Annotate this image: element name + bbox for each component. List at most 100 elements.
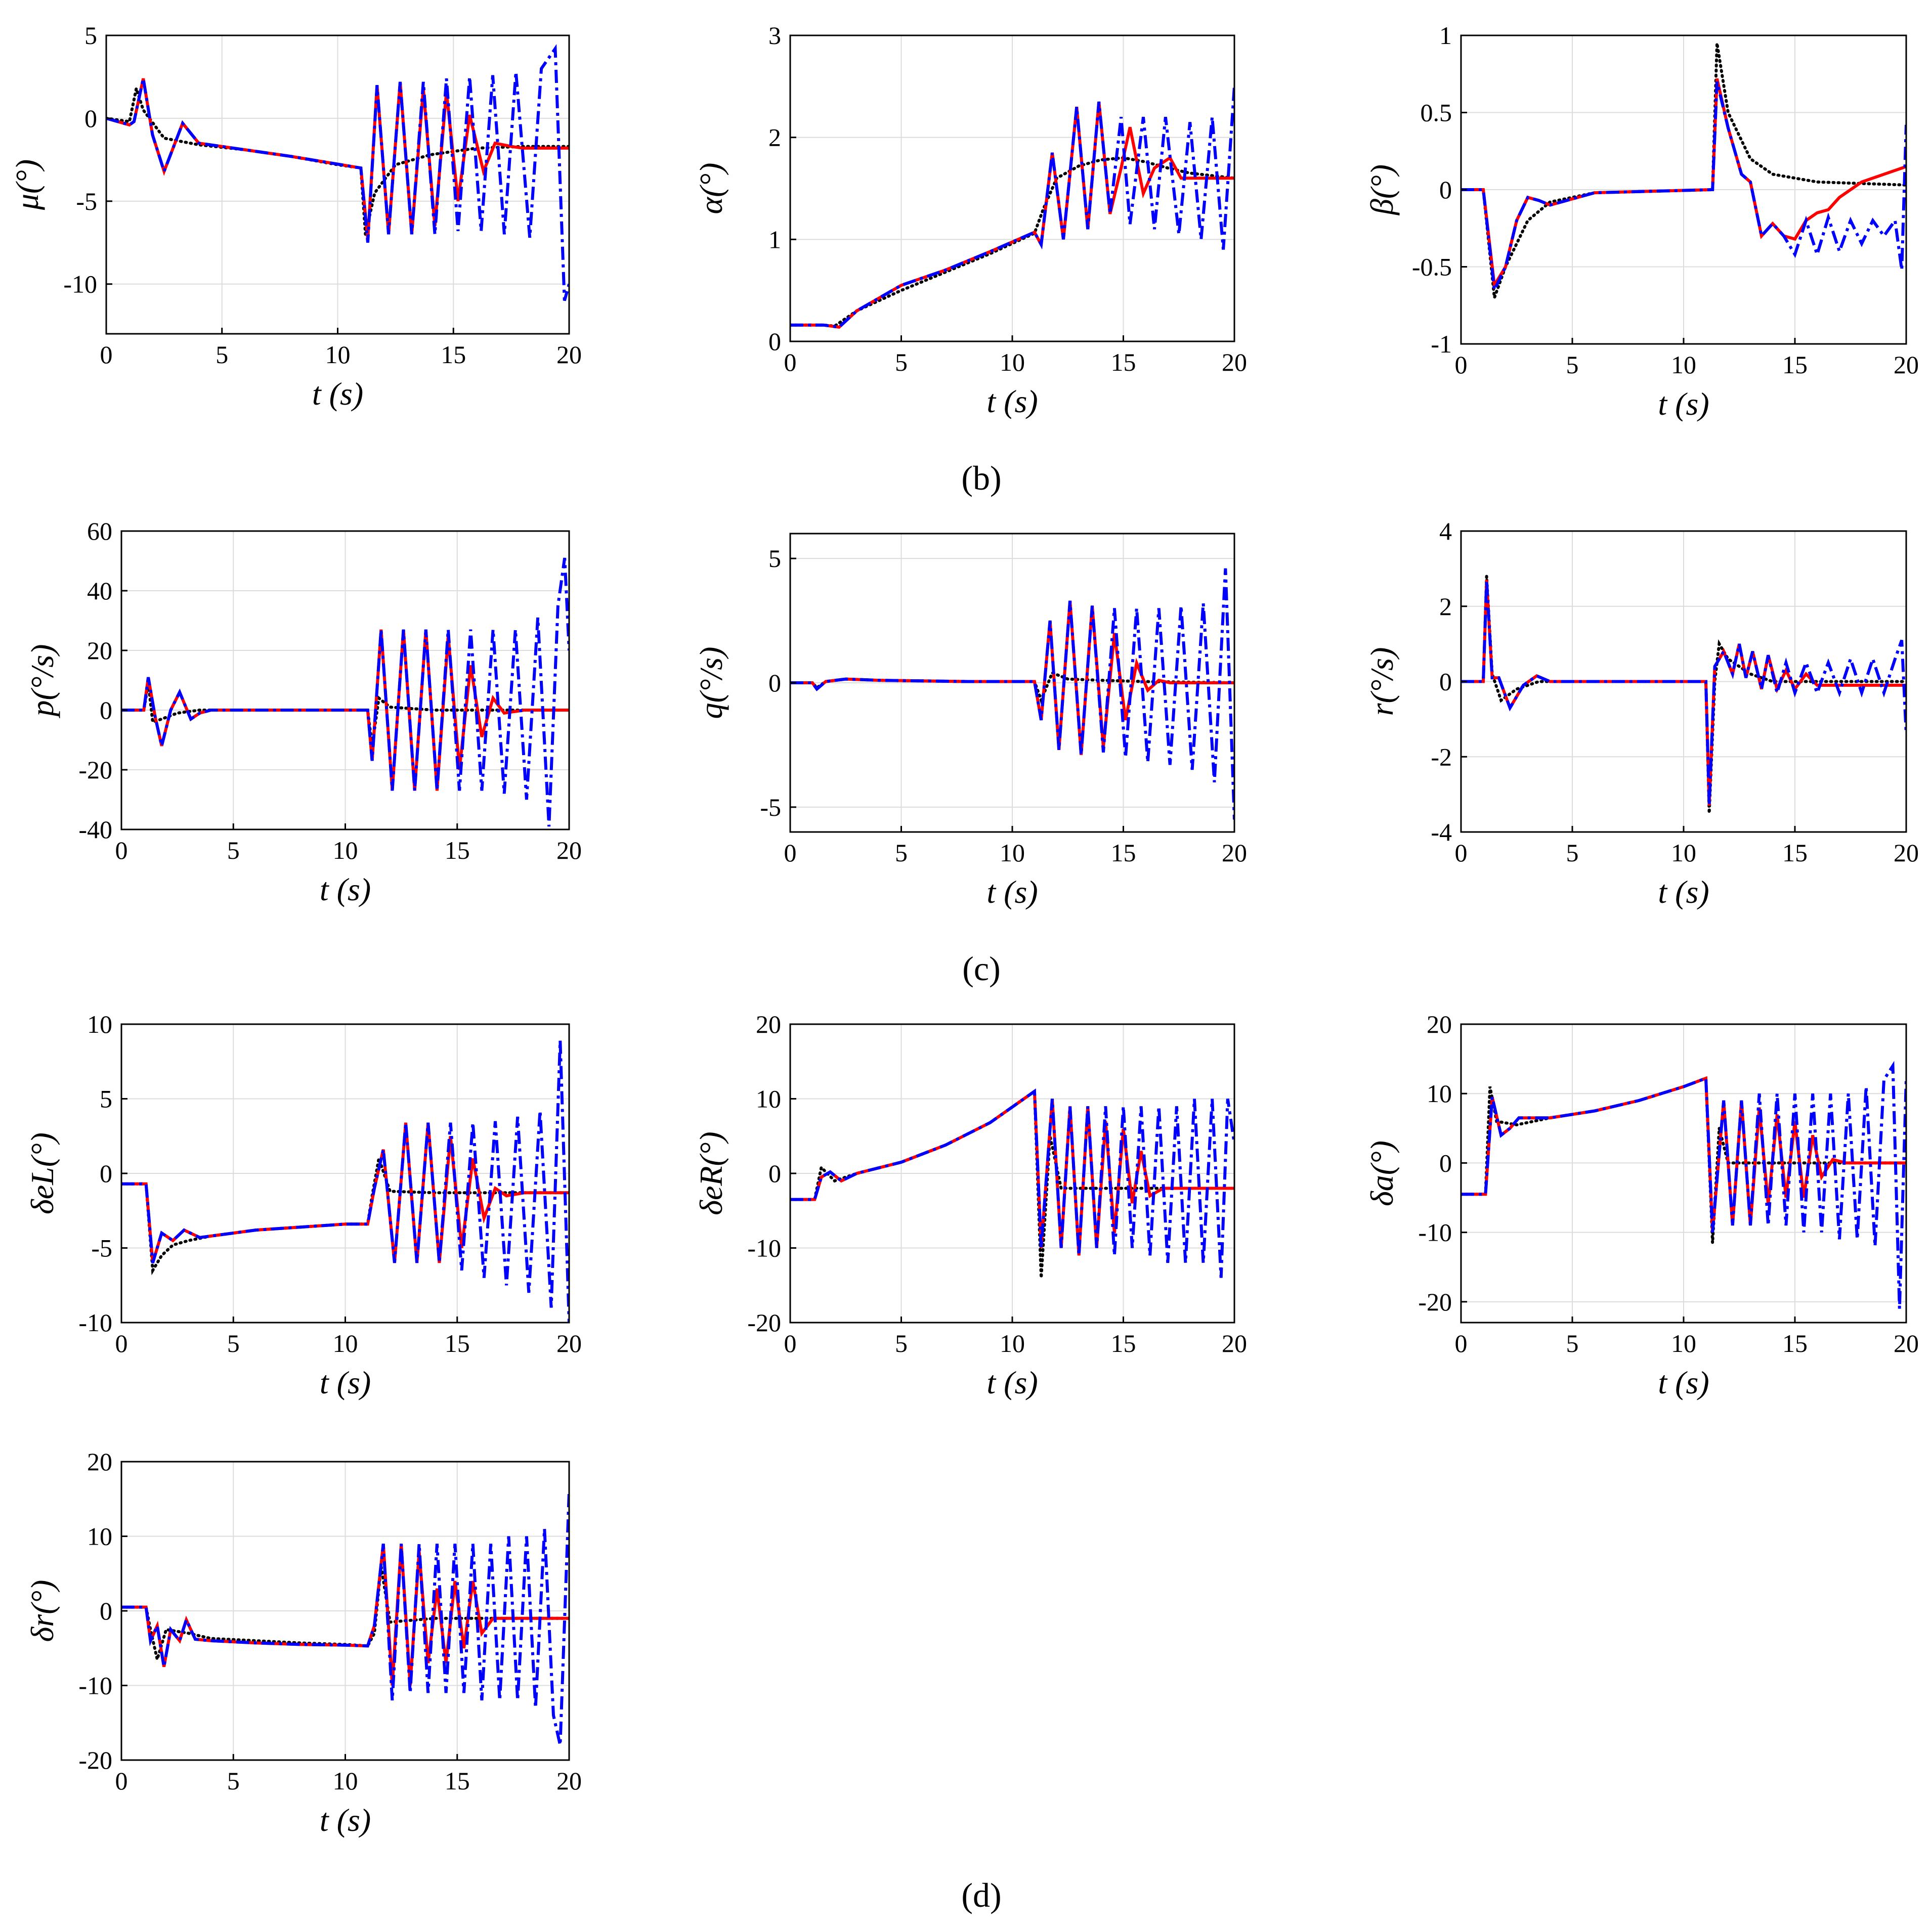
- y-tick-label: 1: [1439, 21, 1452, 50]
- x-axis-label: t (s): [320, 1365, 371, 1400]
- y-tick-label: 0: [84, 104, 97, 133]
- x-tick-label: 10: [1671, 350, 1696, 379]
- y-axis-label: q(°/s): [693, 647, 729, 719]
- y-tick-label: 0: [1439, 668, 1452, 696]
- x-tick-label: 20: [1222, 1329, 1247, 1357]
- x-tick-label: 15: [445, 1767, 470, 1795]
- y-tick-label: -20: [1418, 1288, 1452, 1316]
- y-tick-label: 20: [87, 636, 112, 665]
- x-tick-label: 10: [1671, 1329, 1696, 1357]
- x-tick-label: 20: [556, 1329, 582, 1357]
- series-line-comparison: [790, 1088, 1234, 1278]
- x-tick-label: 15: [1111, 1329, 1136, 1357]
- x-axis-label: t (s): [312, 376, 363, 412]
- x-axis-label: t (s): [986, 874, 1038, 910]
- y-tick-label: 60: [87, 517, 112, 545]
- series-line-comparison: [1461, 580, 1906, 806]
- y-tick-label: -40: [78, 815, 112, 844]
- x-tick-label: 15: [1782, 1329, 1808, 1357]
- y-tick-label: 4: [1439, 517, 1452, 545]
- y-tick-label: -10: [747, 1234, 781, 1262]
- y-tick-label: -5: [760, 793, 781, 821]
- x-tick-label: 0: [115, 836, 128, 864]
- x-tick-label: 0: [784, 348, 797, 376]
- x-axis-label: t (s): [986, 383, 1038, 419]
- x-tick-label: 10: [1671, 839, 1696, 867]
- subplot-mu: 0 5 10 15 20 5 0 -5 -10 t (s) μ(°): [9, 21, 582, 412]
- y-tick-label: 0: [768, 669, 781, 697]
- x-tick-label: 20: [1894, 1329, 1919, 1357]
- x-tick-label: 20: [556, 340, 582, 369]
- x-tick-label: 5: [1566, 350, 1579, 379]
- y-tick-label: -5: [91, 1234, 112, 1262]
- x-tick-label: 10: [333, 1767, 358, 1795]
- y-tick-label: 0: [768, 327, 781, 356]
- y-tick-label: 2: [768, 123, 781, 152]
- x-axis-label: t (s): [320, 1802, 371, 1838]
- y-tick-label: 0: [100, 1597, 112, 1625]
- x-tick-label: 5: [227, 1767, 240, 1795]
- subplot-delta_r: 0 5 10 15 20 20 10 0 -10 -20 t (s) δr(°): [24, 1448, 582, 1838]
- x-axis-label: t (s): [1658, 1365, 1709, 1400]
- x-tick-label: 15: [1782, 839, 1808, 867]
- x-tick-label: 10: [1000, 1329, 1025, 1357]
- panel-label-c: (c): [962, 949, 1000, 988]
- y-tick-label: -10: [78, 1672, 112, 1700]
- x-tick-label: 5: [895, 839, 908, 867]
- y-tick-label: 0: [100, 1159, 112, 1188]
- x-tick-label: 5: [227, 1329, 240, 1357]
- series-line-comparison: [121, 557, 569, 827]
- y-tick-label: 10: [87, 1522, 112, 1551]
- y-tick-label: 20: [1427, 1010, 1452, 1038]
- series-line-reference: [1461, 42, 1906, 298]
- y-tick-label: 10: [1427, 1079, 1452, 1108]
- y-tick-label: 20: [756, 1010, 781, 1038]
- y-tick-label: 10: [87, 1010, 112, 1038]
- y-tick-label: 20: [87, 1448, 112, 1476]
- series-line-comparison: [106, 44, 569, 301]
- x-tick-label: 10: [1000, 348, 1025, 376]
- y-axis-label: β(°): [1364, 164, 1400, 216]
- series-line-comparison: [1461, 1061, 1906, 1309]
- x-tick-label: 5: [895, 1329, 908, 1357]
- y-tick-label: 0: [1439, 1149, 1452, 1177]
- x-axis-label: t (s): [320, 871, 371, 907]
- x-tick-label: 20: [556, 836, 582, 864]
- x-tick-label: 5: [1566, 839, 1579, 867]
- y-tick-label: 5: [84, 21, 97, 50]
- x-tick-label: 15: [1111, 839, 1136, 867]
- y-axis-label: μ(°): [9, 159, 45, 210]
- y-tick-label: 3: [768, 21, 781, 50]
- y-tick-label: 1: [768, 225, 781, 253]
- subplot-delta_eR: 0 5 10 15 20 20 10 0 -10 -20 t (s) δeR(°): [693, 1010, 1247, 1400]
- x-tick-label: 0: [100, 340, 113, 369]
- x-tick-label: 15: [441, 340, 466, 369]
- y-axis-label: δa(°): [1364, 1141, 1400, 1206]
- x-tick-label: 15: [1782, 350, 1808, 379]
- x-tick-label: 10: [333, 1329, 358, 1357]
- x-tick-label: 20: [1894, 350, 1919, 379]
- x-tick-label: 20: [556, 1767, 582, 1795]
- x-tick-label: 10: [1000, 839, 1025, 867]
- x-axis-label: t (s): [1658, 874, 1709, 910]
- x-tick-label: 0: [115, 1329, 128, 1357]
- subplot-delta_a: 0 5 10 15 20 20 10 0 -10 -20 t (s) δa(°): [1364, 1010, 1919, 1400]
- y-tick-label: -20: [747, 1308, 781, 1337]
- x-tick-label: 20: [1894, 839, 1919, 867]
- y-tick-label: -0.5: [1412, 253, 1452, 281]
- series-line-comparison: [790, 568, 1234, 820]
- x-tick-label: 5: [216, 340, 228, 369]
- y-tick-label: 2: [1439, 592, 1452, 621]
- panel-label-b: (b): [961, 459, 1001, 497]
- x-tick-label: 0: [1455, 839, 1468, 867]
- series-line-comparison: [121, 1040, 569, 1323]
- x-tick-label: 0: [784, 839, 797, 867]
- x-tick-label: 20: [1222, 839, 1247, 867]
- y-axis-label: δeR(°): [693, 1131, 729, 1215]
- y-tick-label: 10: [756, 1085, 781, 1113]
- x-tick-label: 5: [895, 348, 908, 376]
